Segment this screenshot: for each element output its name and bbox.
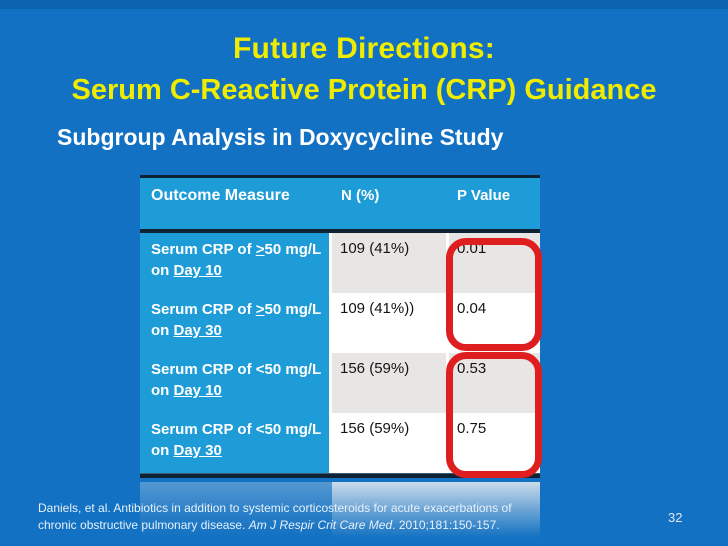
outcome-measure-cell: Serum CRP of <50 mg/L on Day 30 [140, 413, 332, 473]
slide-subtitle: Subgroup Analysis in Doxycycline Study [57, 124, 504, 150]
citation-line2-end: . 2010;181:150-157. [392, 517, 500, 532]
column-header-n-percent: N (%) [341, 187, 380, 204]
table-header-row: Outcome Measure N (%) P Value [140, 178, 540, 233]
table-reflection-left [140, 482, 332, 538]
results-table: Outcome Measure N (%) P Value Serum CRP … [140, 175, 540, 478]
outcome-measure-cell: Serum CRP of >50 mg/L on Day 30 [140, 293, 332, 353]
slide-title-line1: Future Directions: [233, 32, 495, 65]
table-row: Serum CRP of <50 mg/L on Day 30 156 (59%)… [140, 413, 540, 473]
n-percent-cell: 156 (59%) [332, 413, 449, 473]
red-highlight-ring-rows-3-4 [446, 352, 542, 478]
page-number: 32 [668, 510, 683, 525]
outcome-measure-cell: Serum CRP of >50 mg/L on Day 10 [140, 233, 332, 293]
red-highlight-ring-rows-1-2 [446, 238, 542, 351]
column-header-p-value: P Value [457, 187, 511, 204]
citation-line2-start: chronic obstructive pulmonary disease. [38, 517, 249, 532]
column-header-outcome-measure: Outcome Measure [151, 187, 290, 204]
slide-title-line2: Serum C-Reactive Protein (CRP) Guidance [71, 74, 657, 106]
top-accent-strip [0, 0, 728, 9]
table-bottom-border [140, 473, 540, 478]
citation-line1: Daniels, et al. Antibiotics in addition … [38, 501, 512, 515]
table-body: Serum CRP of >50 mg/L on Day 10 109 (41%)… [140, 233, 540, 473]
n-percent-cell: 109 (41%)) [332, 293, 449, 353]
table-reflection [140, 482, 540, 538]
n-percent-cell: 156 (59%) [332, 353, 449, 413]
citation-journal: Am J Respir Crit Care Med [248, 517, 393, 532]
n-percent-cell: 109 (41%) [332, 233, 449, 293]
table-reflection-right [332, 482, 540, 538]
table-top-border [140, 175, 540, 178]
outcome-measure-cell: Serum CRP of <50 mg/L on Day 10 [140, 353, 332, 413]
citation: Daniels, et al. Antibiotics in addition … [38, 500, 538, 533]
